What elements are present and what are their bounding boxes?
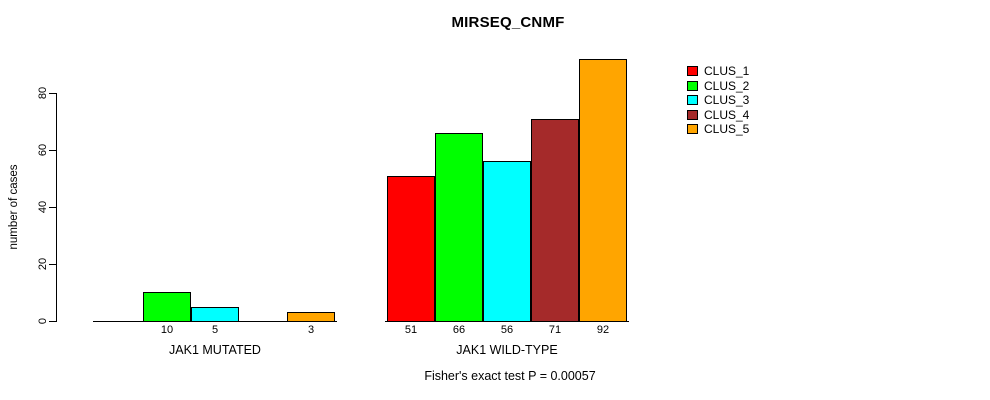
y-tick-label: 40 (37, 200, 49, 214)
y-tick-label: 80 (37, 86, 49, 100)
bar-value-label: 92 (596, 324, 610, 336)
bar-clus_2 (143, 292, 191, 322)
bar-clus_1 (387, 176, 435, 322)
bar-value-label: 71 (548, 324, 562, 336)
legend-label: CLUS_3 (704, 93, 750, 108)
y-tick (49, 150, 56, 151)
legend-label: CLUS_2 (704, 78, 750, 93)
chart-title: MIRSEQ_CNMF (451, 14, 565, 31)
legend-label: CLUS_4 (704, 107, 750, 122)
bar-clus_5 (287, 312, 335, 322)
bar-clus_4 (531, 119, 579, 322)
y-axis-line (56, 93, 57, 322)
legend-item: CLUS_1 (687, 64, 749, 79)
legend-swatch-icon (687, 124, 698, 135)
y-tick (49, 264, 56, 265)
y-tick-label: 20 (37, 257, 49, 271)
legend-item: CLUS_2 (687, 79, 749, 94)
group-label: JAK1 MUTATED (169, 343, 261, 357)
legend-swatch-icon (687, 66, 698, 77)
legend-label: CLUS_5 (704, 122, 750, 137)
footnote: Fisher's exact test P = 0.00057 (424, 369, 596, 383)
legend-item: CLUS_3 (687, 93, 749, 108)
bar-value-label: 66 (452, 324, 466, 336)
legend-label: CLUS_1 (704, 64, 750, 79)
y-tick-label: 60 (37, 143, 49, 157)
legend-swatch-icon (687, 95, 698, 106)
bar-clus_5 (579, 59, 627, 322)
bar-value-label: 56 (500, 324, 514, 336)
bar-clus_2 (435, 133, 483, 322)
legend: CLUS_1 CLUS_2 CLUS_3 CLUS_4 CLUS_5 (687, 64, 749, 137)
legend-item: CLUS_4 (687, 108, 749, 123)
bar-value-label: 5 (211, 324, 219, 336)
bar-value-label: 10 (160, 324, 174, 336)
legend-swatch-icon (687, 109, 698, 120)
y-tick (49, 93, 56, 94)
y-tick (49, 207, 56, 208)
bar-value-label: 51 (404, 324, 418, 336)
group-label: JAK1 WILD-TYPE (456, 343, 558, 357)
bar-clus_3 (191, 307, 239, 322)
y-tick (49, 321, 56, 322)
y-axis-label: number of cases (8, 164, 20, 250)
bar-clus_3 (483, 161, 531, 322)
legend-swatch-icon (687, 80, 698, 91)
y-tick-label: 0 (37, 317, 49, 325)
legend-item: CLUS_5 (687, 122, 749, 137)
bar-value-label: 3 (307, 324, 315, 336)
